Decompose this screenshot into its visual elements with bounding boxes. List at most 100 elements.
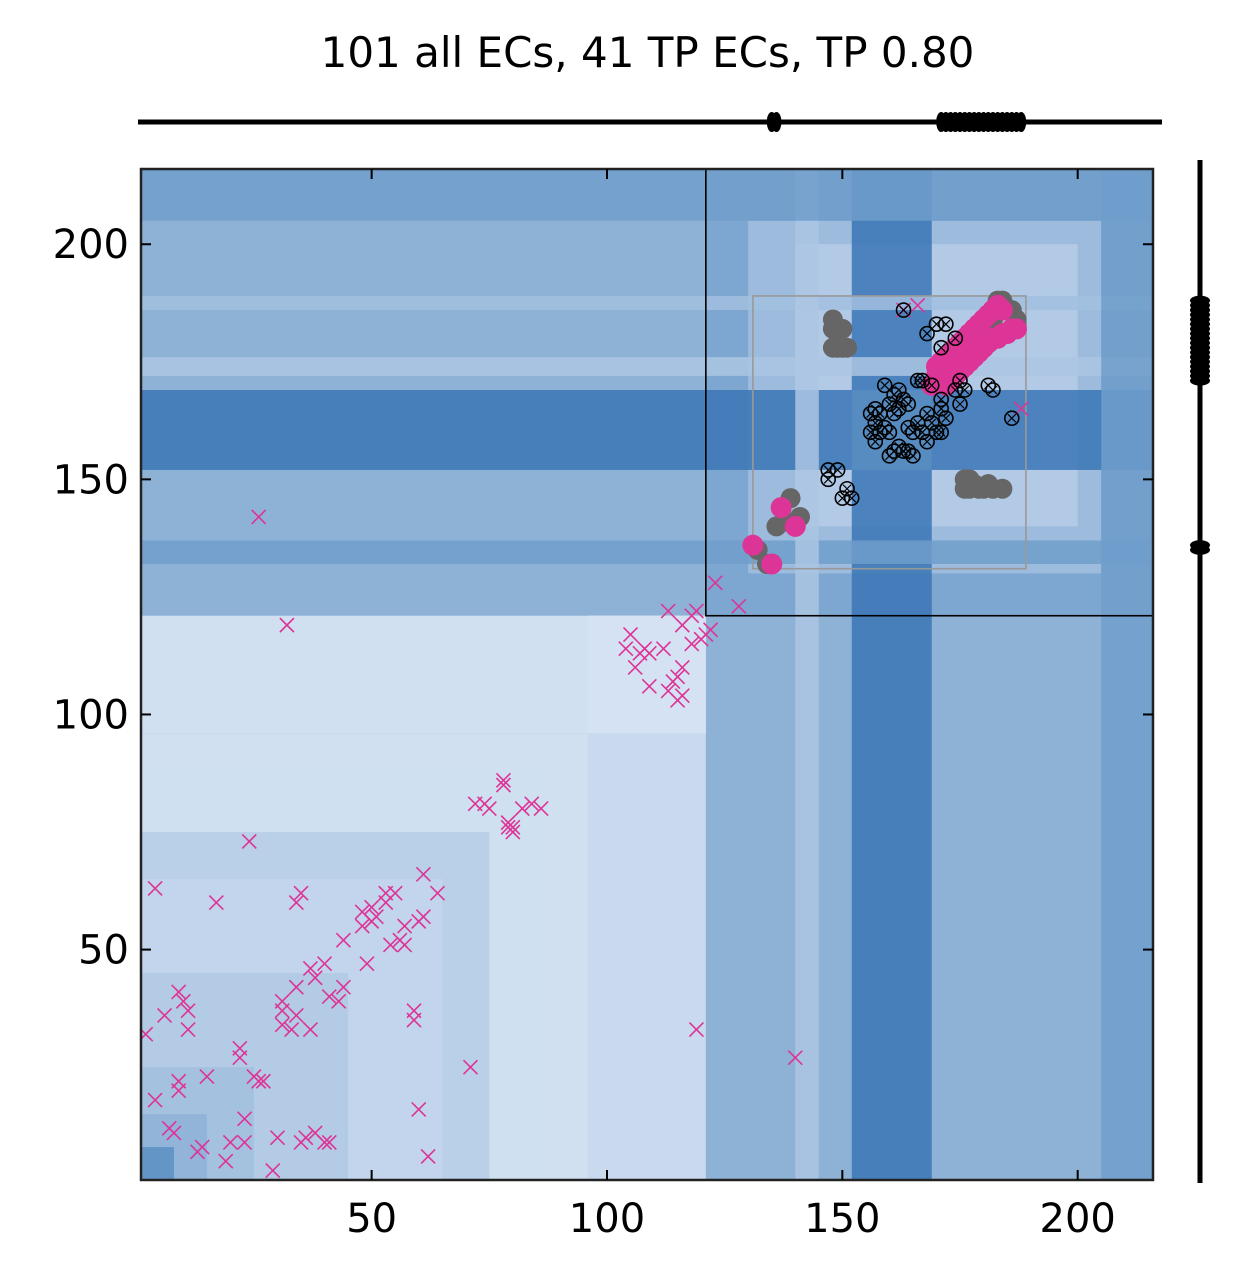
x-marker xyxy=(533,800,549,817)
x-marker-stroke xyxy=(533,800,549,817)
open-circle-cross xyxy=(894,385,904,395)
x-marker xyxy=(382,937,399,953)
open-circle xyxy=(834,490,851,506)
plot-frame xyxy=(139,167,1155,1182)
open-circle-cross xyxy=(884,427,894,437)
x-marker-stroke xyxy=(505,819,521,835)
open-circle xyxy=(862,424,879,441)
open-circle xyxy=(980,377,997,394)
x-marker-stroke xyxy=(688,603,704,619)
open-circle-point xyxy=(919,325,935,342)
open-circle xyxy=(933,401,949,417)
x-marker-stroke xyxy=(359,956,375,972)
open-circle-point xyxy=(829,462,846,478)
open-circle xyxy=(839,480,855,497)
x-marker-stroke xyxy=(265,1163,281,1179)
open-circle xyxy=(895,443,912,459)
x-marker-stroke xyxy=(688,1021,704,1038)
x-marker xyxy=(368,909,384,925)
x-marker-stroke xyxy=(910,297,926,313)
open-circle-point xyxy=(938,316,954,332)
open-circle-point xyxy=(881,424,898,441)
open-circle xyxy=(947,382,964,398)
x-marker-stroke xyxy=(302,960,319,976)
x-marker-stroke xyxy=(331,993,347,1009)
x-marker-stroke xyxy=(660,603,676,619)
x-marker-stroke xyxy=(317,956,333,972)
x-marker xyxy=(171,984,187,1000)
fp-point xyxy=(832,318,853,339)
x-marker-stroke xyxy=(274,1003,290,1019)
x-marker xyxy=(415,866,431,882)
open-circle-cross xyxy=(950,333,960,343)
open-circle xyxy=(881,448,898,464)
x-marker-stroke xyxy=(495,777,512,793)
x-marker xyxy=(495,777,512,793)
x-marker-stroke xyxy=(411,1101,427,1118)
x-marker xyxy=(411,1101,427,1118)
open-circle-series xyxy=(820,302,1020,506)
x-marker xyxy=(462,1059,479,1075)
x-marker xyxy=(674,688,690,704)
fp-point xyxy=(992,478,1013,499)
x-marker-stroke xyxy=(147,880,163,897)
x-marker-stroke xyxy=(397,937,413,953)
x-marker-stroke xyxy=(317,1134,333,1150)
x-marker-stroke xyxy=(251,509,267,525)
heatmap-block xyxy=(795,169,819,1180)
x-marker-stroke xyxy=(415,909,431,925)
open-circle xyxy=(872,405,888,422)
open-circle xyxy=(923,377,940,394)
tp-point xyxy=(784,515,806,537)
x-marker xyxy=(156,1007,173,1023)
open-circle-point xyxy=(867,433,884,450)
open-circle xyxy=(872,424,888,441)
y-tick-label: 200 xyxy=(53,222,129,268)
open-circle-cross xyxy=(899,305,908,315)
tp-point xyxy=(930,365,952,387)
tp-point xyxy=(954,346,976,368)
open-circle-cross xyxy=(955,376,965,386)
open-circle-point xyxy=(895,302,912,318)
x-marker xyxy=(180,1021,196,1038)
y-tick-label: 100 xyxy=(53,692,129,738)
x-marker-stroke xyxy=(194,1139,210,1155)
open-circle-point xyxy=(933,391,949,408)
x-marker xyxy=(293,885,309,901)
chart-title: 101 all ECs, 41 TP ECs, TP 0.80 xyxy=(320,28,975,77)
open-circle xyxy=(933,339,949,356)
x-marker xyxy=(222,1134,238,1150)
x-marker-stroke xyxy=(622,626,639,643)
x-marker xyxy=(284,1021,300,1038)
open-circle xyxy=(843,490,860,506)
open-circle-point xyxy=(881,448,898,464)
x-marker xyxy=(688,1021,704,1038)
axes: 50 100 150 200 50 100 150 200 xyxy=(53,169,1153,1242)
x-marker-stroke xyxy=(251,1073,267,1089)
x-marker xyxy=(684,636,700,652)
open-circle-cross xyxy=(941,319,951,329)
open-circle xyxy=(909,372,926,389)
heatmap-block xyxy=(141,540,1153,564)
open-circle-cross xyxy=(941,413,951,423)
open-circle-cross xyxy=(833,465,843,475)
x-marker-stroke xyxy=(495,772,512,788)
x-marker-stroke xyxy=(420,1148,436,1165)
x-marker-stroke xyxy=(236,1111,253,1127)
open-circle-point xyxy=(820,471,837,488)
top-position-strip xyxy=(138,112,1162,132)
open-circle xyxy=(985,382,1001,398)
open-circle-cross xyxy=(1007,413,1017,423)
x-marker xyxy=(236,1134,253,1150)
x-marker xyxy=(218,1153,234,1169)
open-circle-point xyxy=(947,330,964,347)
open-circle xyxy=(952,372,968,389)
open-circle-point xyxy=(1003,410,1020,427)
open-circle xyxy=(886,386,902,403)
x-marker-stroke xyxy=(702,622,719,638)
x-marker-stroke xyxy=(505,824,521,840)
x-marker xyxy=(674,659,690,676)
open-circle xyxy=(919,325,935,342)
x-marker xyxy=(251,509,267,525)
x-tick-label: 50 xyxy=(346,1196,397,1242)
